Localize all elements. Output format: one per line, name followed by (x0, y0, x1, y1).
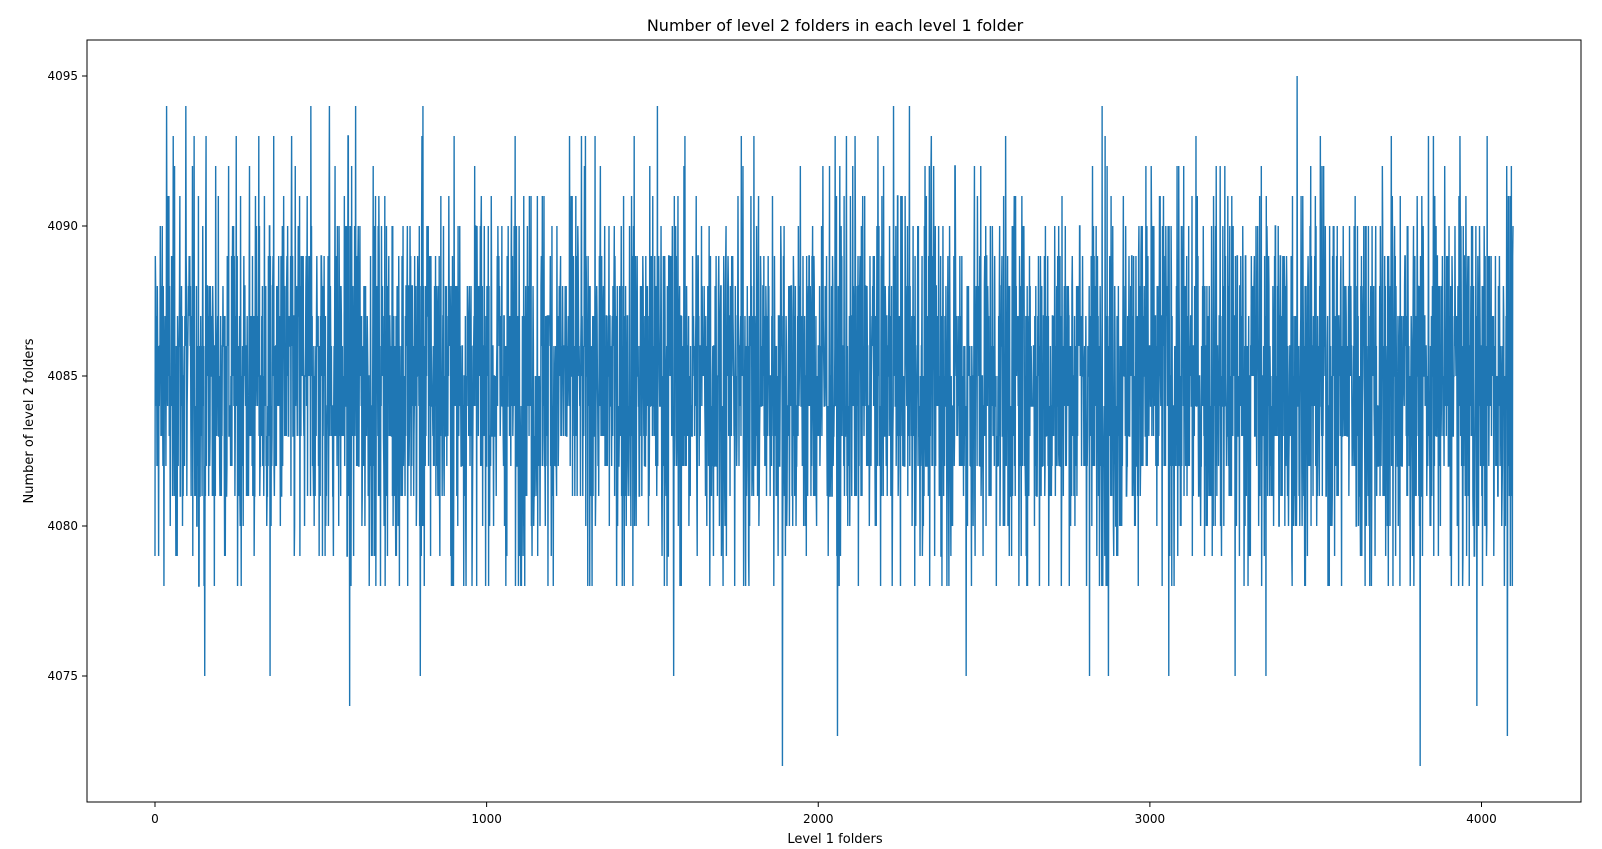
x-axis: 0 1000 2000 3000 4000 (151, 802, 1497, 826)
x-tick-label: 1000 (471, 812, 502, 826)
x-tick-label: 2000 (803, 812, 834, 826)
y-axis-label: Number of level 2 folders (22, 338, 37, 503)
x-tick-label: 3000 (1135, 812, 1166, 826)
y-tick-label: 4090 (47, 219, 78, 233)
x-axis-label: Level 1 folders (787, 832, 883, 847)
y-tick-label: 4085 (47, 369, 78, 383)
chart-title: Number of level 2 folders in each level … (647, 16, 1024, 35)
y-axis: 4075 4080 4085 4090 4095 (47, 69, 87, 683)
series-line (154, 75, 1514, 767)
y-tick-label: 4075 (47, 669, 78, 683)
x-tick-label: 4000 (1466, 812, 1497, 826)
plot-frame (86, 39, 1582, 803)
y-tick-label: 4080 (47, 519, 78, 533)
series-layer (154, 75, 1514, 767)
x-tick-label: 0 (151, 812, 159, 826)
y-tick-label: 4095 (47, 69, 78, 83)
